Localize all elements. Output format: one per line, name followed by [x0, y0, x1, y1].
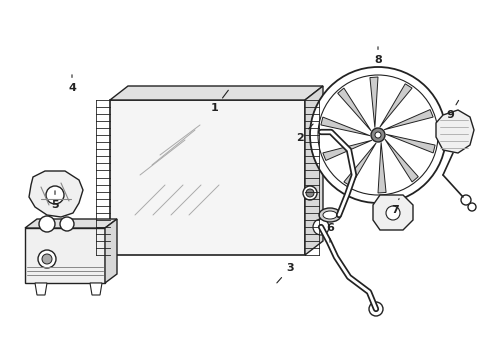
- Circle shape: [369, 302, 383, 316]
- Text: 1: 1: [211, 90, 228, 113]
- Circle shape: [38, 250, 56, 268]
- Circle shape: [371, 128, 385, 142]
- Text: 4: 4: [68, 75, 76, 93]
- Ellipse shape: [323, 211, 337, 219]
- Circle shape: [311, 122, 331, 142]
- Circle shape: [375, 132, 381, 138]
- Polygon shape: [378, 142, 386, 193]
- Circle shape: [468, 203, 476, 211]
- Text: 7: 7: [391, 199, 399, 215]
- Polygon shape: [90, 283, 102, 295]
- Polygon shape: [344, 143, 376, 186]
- Text: 3: 3: [277, 263, 294, 283]
- Polygon shape: [105, 219, 117, 283]
- Circle shape: [386, 206, 400, 220]
- Text: 6: 6: [326, 223, 334, 242]
- Polygon shape: [305, 86, 323, 255]
- Circle shape: [306, 189, 314, 197]
- Polygon shape: [370, 77, 378, 128]
- Polygon shape: [386, 134, 435, 153]
- Polygon shape: [380, 84, 412, 127]
- Polygon shape: [110, 100, 305, 255]
- Polygon shape: [373, 195, 413, 230]
- Circle shape: [60, 217, 74, 231]
- Circle shape: [46, 186, 64, 204]
- Polygon shape: [338, 88, 371, 131]
- Circle shape: [461, 195, 471, 205]
- Ellipse shape: [319, 208, 341, 222]
- Polygon shape: [385, 139, 418, 182]
- Circle shape: [313, 219, 329, 235]
- Circle shape: [39, 216, 55, 232]
- Circle shape: [310, 67, 446, 203]
- Polygon shape: [323, 140, 372, 161]
- Circle shape: [42, 254, 52, 264]
- Polygon shape: [384, 109, 433, 130]
- Polygon shape: [436, 110, 474, 153]
- Polygon shape: [110, 86, 323, 100]
- Polygon shape: [321, 117, 370, 136]
- Polygon shape: [35, 283, 47, 295]
- Polygon shape: [25, 228, 105, 283]
- Polygon shape: [25, 219, 117, 228]
- Text: 2: 2: [296, 124, 313, 143]
- Text: 9: 9: [446, 100, 459, 120]
- Polygon shape: [29, 171, 83, 217]
- Text: 5: 5: [51, 191, 59, 210]
- Circle shape: [303, 186, 317, 200]
- Text: 8: 8: [374, 47, 382, 65]
